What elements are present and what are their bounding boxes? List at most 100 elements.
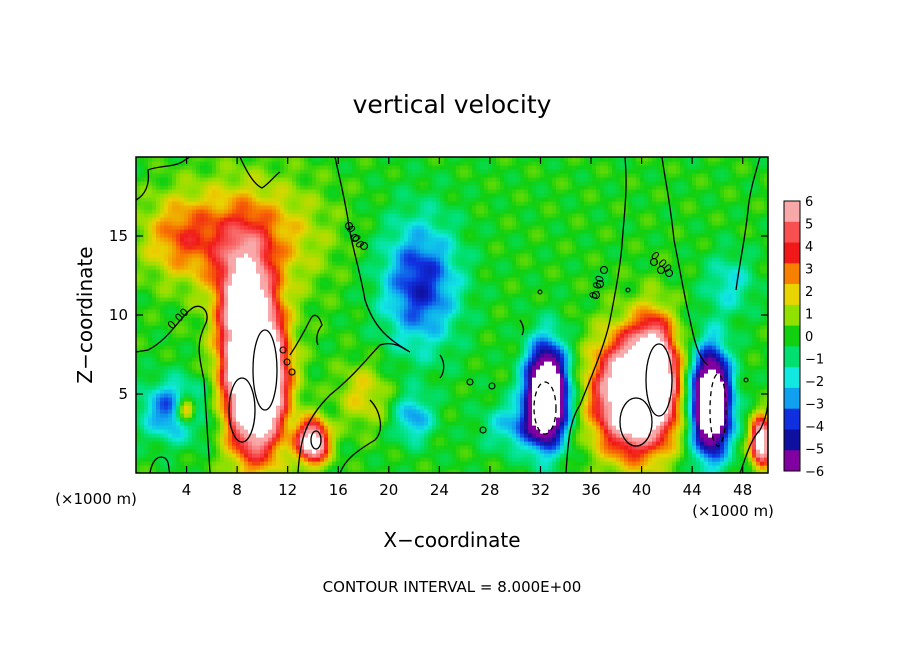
field-cell xyxy=(168,409,173,414)
field-cell xyxy=(304,205,309,210)
field-cell xyxy=(296,313,301,318)
field-cell xyxy=(180,177,185,182)
field-cell xyxy=(300,281,305,286)
field-cell xyxy=(320,373,325,378)
field-cell xyxy=(312,373,317,378)
field-cell xyxy=(280,197,285,202)
field-cell xyxy=(192,225,197,230)
field-cell xyxy=(256,377,261,382)
field-cell xyxy=(236,225,241,230)
field-cell xyxy=(248,157,253,162)
field-cell xyxy=(236,293,241,298)
field-cell xyxy=(348,265,353,270)
field-cell xyxy=(340,413,345,418)
field-cell xyxy=(364,441,369,446)
field-cell xyxy=(376,313,381,318)
field-cell xyxy=(312,393,317,398)
field-cell xyxy=(208,181,213,186)
field-cell xyxy=(140,409,145,414)
field-cell xyxy=(360,361,365,366)
field-cell xyxy=(200,217,205,222)
field-cell xyxy=(148,461,153,466)
field-cell xyxy=(220,333,225,338)
field-cell xyxy=(280,277,285,282)
field-cell xyxy=(200,461,205,466)
field-cell xyxy=(344,201,349,206)
field-cell xyxy=(220,177,225,182)
field-cell xyxy=(344,241,349,246)
field-cell xyxy=(308,445,313,450)
field-cell xyxy=(224,433,229,438)
field-cell xyxy=(268,381,273,386)
field-cell xyxy=(168,245,173,250)
field-cell xyxy=(272,257,277,262)
field-cell xyxy=(288,273,293,278)
field-cell xyxy=(328,333,333,338)
field-cell xyxy=(280,177,285,182)
field-cell xyxy=(152,201,157,206)
field-cell xyxy=(308,161,313,166)
field-cell xyxy=(160,397,165,402)
field-cell xyxy=(288,277,293,282)
field-cell xyxy=(176,273,181,278)
field-cell xyxy=(172,357,177,362)
field-cell xyxy=(356,185,361,190)
field-cell xyxy=(240,253,245,258)
field-cell xyxy=(280,189,285,194)
field-cell xyxy=(232,217,237,222)
field-cell xyxy=(216,285,221,290)
field-cell xyxy=(220,389,225,394)
field-cell xyxy=(336,441,341,446)
field-cell xyxy=(384,265,389,270)
field-cell xyxy=(368,237,373,242)
field-cell xyxy=(216,297,221,302)
field-cell xyxy=(292,417,297,422)
field-cell xyxy=(240,325,245,330)
field-cell xyxy=(148,365,153,370)
field-cell xyxy=(380,317,385,322)
field-cell xyxy=(228,293,233,298)
field-cell xyxy=(156,401,161,406)
field-cell xyxy=(164,409,169,414)
field-cell xyxy=(152,429,157,434)
field-cell xyxy=(184,389,189,394)
field-cell xyxy=(292,385,297,390)
field-cell xyxy=(204,161,209,166)
field-cell xyxy=(296,305,301,310)
field-cell xyxy=(248,197,253,202)
field-cell xyxy=(384,161,389,166)
field-cell xyxy=(256,193,261,198)
field-cell xyxy=(312,293,317,298)
field-cell xyxy=(268,273,273,278)
field-cell xyxy=(172,181,177,186)
field-cell xyxy=(384,457,389,462)
field-cell xyxy=(320,269,325,274)
field-cell xyxy=(144,405,149,410)
field-cell xyxy=(272,241,277,246)
field-cell xyxy=(308,301,313,306)
field-cell xyxy=(140,245,145,250)
field-cell xyxy=(320,321,325,326)
field-cell xyxy=(376,409,381,414)
field-cell xyxy=(308,377,313,382)
field-cell xyxy=(168,249,173,254)
field-cell xyxy=(384,413,389,418)
field-cell xyxy=(180,401,185,406)
field-cell xyxy=(136,397,141,402)
field-cell xyxy=(252,337,257,342)
field-cell xyxy=(148,413,153,418)
field-cell xyxy=(320,445,325,450)
field-cell xyxy=(164,277,169,282)
field-cell xyxy=(136,445,141,450)
field-cell xyxy=(300,357,305,362)
field-cell xyxy=(332,405,337,410)
field-cell xyxy=(180,381,185,386)
field-cell xyxy=(356,241,361,246)
field-cell xyxy=(384,177,389,182)
field-cell xyxy=(344,269,349,274)
field-cell xyxy=(304,337,309,342)
field-cell xyxy=(176,365,181,370)
field-cell xyxy=(148,325,153,330)
field-cell xyxy=(276,249,281,254)
field-cell xyxy=(180,409,185,414)
